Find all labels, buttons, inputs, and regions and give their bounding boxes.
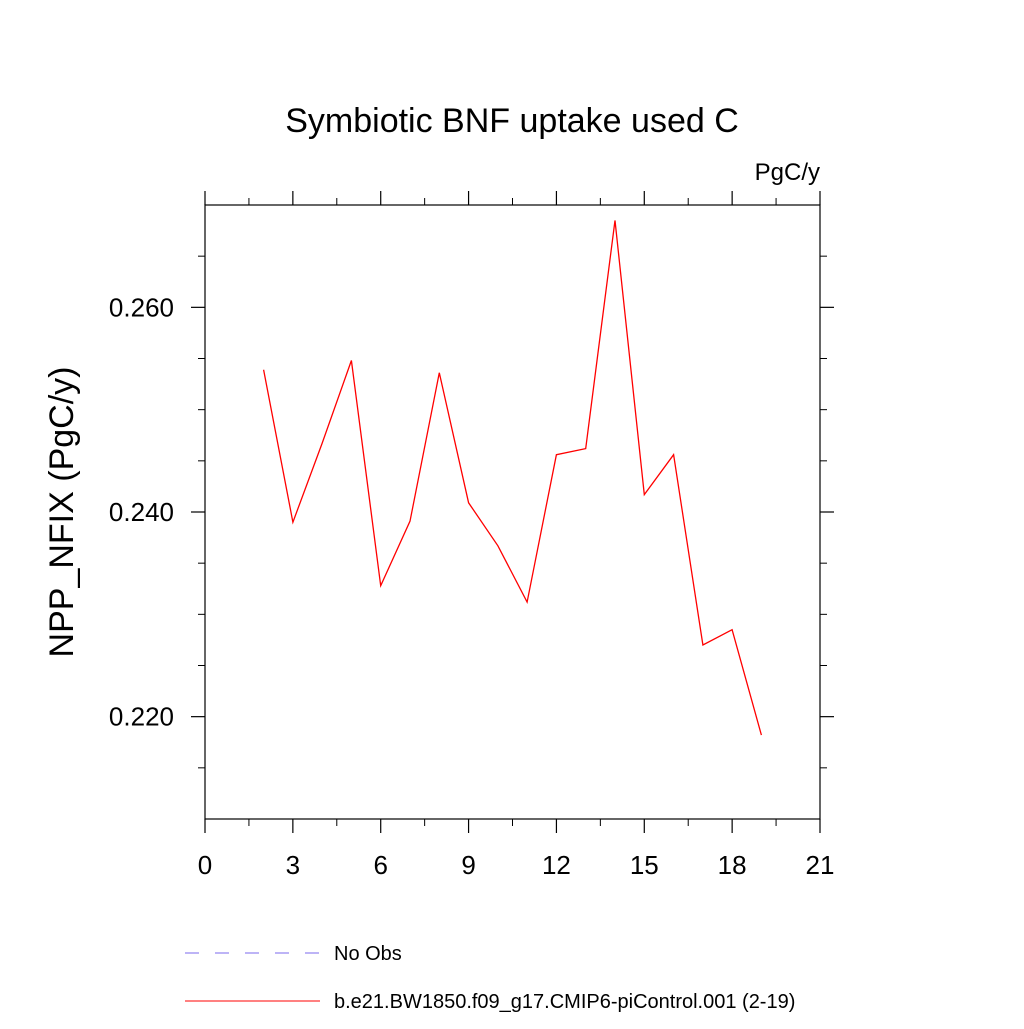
x-tick-label: 3 bbox=[286, 850, 300, 880]
series-layer bbox=[262, 220, 763, 736]
x-tick-label: 15 bbox=[630, 850, 659, 880]
units-label: PgC/y bbox=[755, 159, 820, 186]
axis-ticks-layer: 0 3 6 9 12 15 18 21 0.220 0.240 0.260 bbox=[109, 191, 835, 880]
legend-label: b.e21.BW1850.f09_g17.CMIP6-piControl.001… bbox=[334, 991, 795, 1013]
x-tick-label: 0 bbox=[198, 850, 212, 880]
legend-label: No Obs bbox=[334, 943, 402, 965]
y-tick-label: 0.260 bbox=[109, 292, 174, 322]
y-axis-label: NPP_NFIX (PgC/y) bbox=[43, 367, 81, 658]
legend-layer: No Obs b.e21.BW1850.f09_g17.CMIP6-piContr… bbox=[185, 943, 795, 1013]
x-tick-label: 6 bbox=[373, 850, 387, 880]
chart-title: Symbiotic BNF uptake used C bbox=[285, 102, 739, 140]
x-tick-label: 12 bbox=[542, 850, 571, 880]
x-tick-label: 21 bbox=[806, 850, 835, 880]
y-tick-label: 0.220 bbox=[109, 702, 174, 732]
series-line bbox=[262, 220, 763, 736]
x-tick-label: 9 bbox=[461, 850, 475, 880]
y-tick-label: 0.240 bbox=[109, 497, 174, 527]
x-tick-label: 18 bbox=[718, 850, 747, 880]
